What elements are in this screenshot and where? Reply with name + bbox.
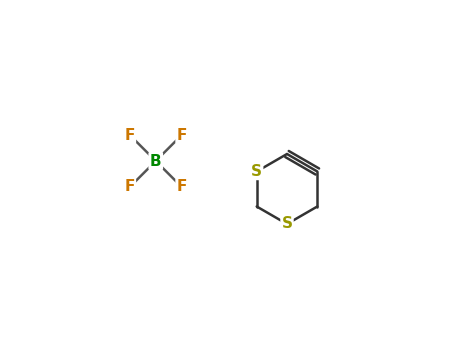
Text: F: F [177, 127, 187, 142]
Text: S: S [251, 164, 262, 179]
Text: F: F [125, 180, 135, 195]
Text: F: F [125, 127, 135, 142]
Text: B: B [150, 154, 162, 168]
Text: F: F [177, 180, 187, 195]
Text: S: S [282, 217, 293, 231]
